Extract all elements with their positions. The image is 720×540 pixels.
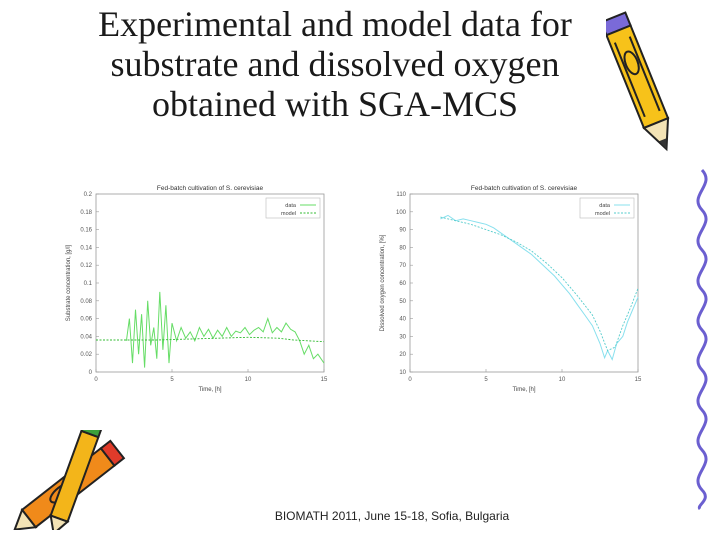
oxygen-ytick-label: 80 xyxy=(399,245,406,251)
title-line-3: obtained with SGA-MCS xyxy=(151,84,518,124)
substrate-ytick-label: 0.04 xyxy=(80,334,92,340)
substrate-xtick-label: 10 xyxy=(245,377,252,383)
substrate-ytick-label: 0 xyxy=(89,370,93,376)
oxygen-xtick-label: 0 xyxy=(408,377,412,383)
title-line-1: Experimental and model data for xyxy=(98,4,572,44)
oxygen-legend-label-model: model xyxy=(595,211,610,217)
substrate-ytick-label: 0.12 xyxy=(80,263,92,269)
substrate-legend: data model xyxy=(265,197,321,219)
substrate-ylabel: Substrate concentration, [g/l] xyxy=(66,244,72,321)
oxygen-legend-box xyxy=(579,197,635,219)
oxygen-ytick-label: 50 xyxy=(399,299,406,305)
substrate-ytick-label: 0.18 xyxy=(80,210,92,216)
oxygen-xtick-label: 15 xyxy=(635,377,642,383)
oxygen-title: Fed-batch cultivation of S. cerevisiae xyxy=(471,185,578,192)
substrate-ytick-label: 0.16 xyxy=(80,228,92,234)
substrate-xlabel: Time, [h] xyxy=(198,387,221,393)
substrate-ytick-label: 0.08 xyxy=(80,299,92,305)
oxygen-xtick-label: 10 xyxy=(559,377,566,383)
oxygen-ytick-label: 40 xyxy=(399,317,406,323)
substrate-title: Fed-batch cultivation of S. cerevisiae xyxy=(157,185,264,192)
pencils-icon xyxy=(13,430,126,530)
oxygen-xtick-label: 5 xyxy=(484,377,488,383)
substrate-legend-label-data: data xyxy=(285,203,297,209)
oxygen-ytick-label: 30 xyxy=(399,334,406,340)
oxygen-svg: Fed-batch cultivation of S. cerevisiae 10… xyxy=(380,185,642,393)
substrate-xtick-label: 0 xyxy=(94,377,98,383)
substrate-ytick-label: 0.06 xyxy=(80,317,92,323)
substrate-ytick-label: 0.1 xyxy=(84,281,93,287)
oxygen-legend-label-data: data xyxy=(599,203,611,209)
substrate-xtick-label: 15 xyxy=(321,377,328,383)
footer-text: BIOMATH 2011, June 15-18, Sofia, Bulgari… xyxy=(274,509,510,523)
oxygen-series-data xyxy=(440,214,639,361)
oxygen-ytick-label: 60 xyxy=(399,281,406,287)
oxygen-ytick-label: 90 xyxy=(399,228,406,234)
substrate-ytick-label: 0.14 xyxy=(80,245,92,251)
oxygen-ytick-label: 100 xyxy=(396,210,407,216)
substrate-legend-label-model: model xyxy=(281,211,296,217)
oxygen-ytick-label: 70 xyxy=(399,263,406,269)
oxygen-ytick-label: 110 xyxy=(396,192,406,198)
title-line-2: substrate and dissolved oxygen xyxy=(110,44,560,84)
slide-title: Experimental and model data for substrat… xyxy=(40,4,630,124)
oxygen-series-model xyxy=(440,216,639,352)
substrate-plot-frame xyxy=(95,193,325,373)
squiggle-border-icon xyxy=(696,168,708,510)
substrate-xtick-label: 5 xyxy=(170,377,174,383)
substrate-svg: Fed-batch cultivation of S. cerevisiae00… xyxy=(66,185,328,393)
oxygen-plot-frame xyxy=(409,193,639,373)
substrate-ytick-label: 0.02 xyxy=(80,352,92,358)
oxygen-chart: Fed-batch cultivation of S. cerevisiae 10… xyxy=(366,182,656,402)
substrate-chart: Fed-batch cultivation of S. cerevisiae 0 0… xyxy=(52,182,342,402)
oxygen-legend: data model xyxy=(579,197,635,219)
substrate-series-data xyxy=(125,291,325,368)
oxygen-ylabel: Dissolved oxygen concentration, [%] xyxy=(380,234,386,331)
substrate-series-model xyxy=(96,336,325,343)
oxygen-ytick-label: 20 xyxy=(399,352,406,358)
substrate-ytick-label: 0.2 xyxy=(84,192,93,198)
pencil-icon xyxy=(606,11,670,152)
oxygen-ytick-label: 10 xyxy=(399,370,406,376)
substrate-legend-box xyxy=(265,197,321,219)
oxygen-xlabel: Time, [h] xyxy=(512,387,535,393)
